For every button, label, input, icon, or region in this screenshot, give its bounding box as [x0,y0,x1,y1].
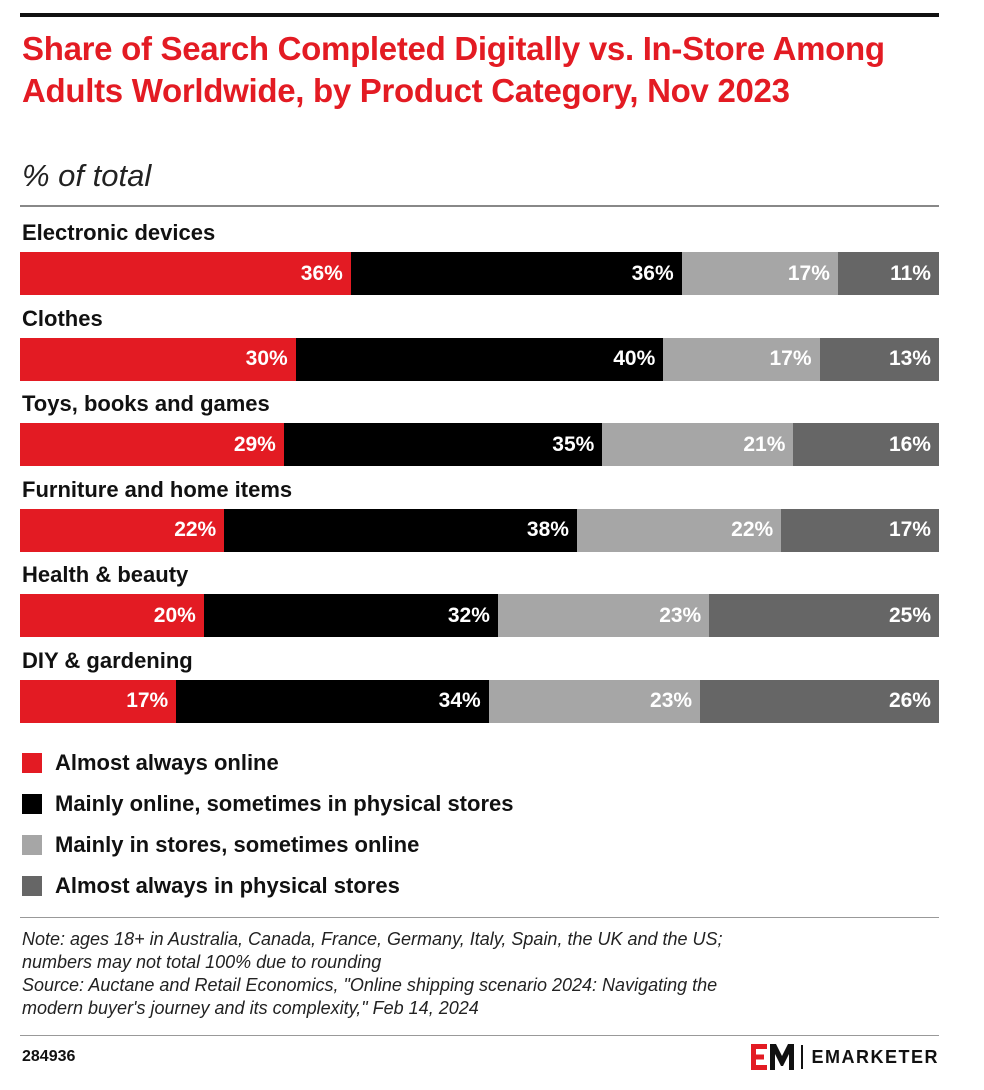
chart-subtitle: % of total [22,158,152,193]
legend-item: Almost always online [22,742,513,783]
legend-swatch [22,834,42,855]
data-label: 40% [613,347,656,370]
bar-segment: 26% [700,679,939,723]
data-label: 21% [743,432,786,456]
bar-segment: 36% [20,252,351,295]
source-line: Source: Auctane and Retail Economics, "O… [22,975,718,995]
data-label: 38% [526,518,569,541]
note-line: numbers may not total 100% due to roundi… [22,952,382,972]
footer-divider [20,1035,939,1036]
data-label: 13% [888,347,931,370]
category-label: Toys, books and games [22,391,270,416]
bar-row: 22% 38% 22% 17% [20,508,939,552]
data-label: 11% [890,261,931,285]
brand-name: EMARKETER [811,1046,939,1067]
header-divider [20,205,939,207]
bar-segment: 11% [837,252,939,295]
category-label: Clothes [22,305,103,331]
legend-label: Mainly in stores, sometimes online [55,831,420,857]
legend-label: Almost always online [55,749,279,775]
bar-row: 30% 40% 17% 13% [20,337,939,381]
chart-note: Note: ages 18+ in Australia, Canada, Fra… [22,928,922,1020]
bar-segment: 34% [176,679,489,723]
category-label: Health & beauty [22,562,189,587]
bar-segment: 40% [295,337,664,381]
brand[interactable]: EMARKETER [751,1044,939,1070]
legend-item: Mainly online, sometimes in physical sto… [22,783,513,824]
data-label: 22% [174,518,217,541]
source-line: modern buyer's journey and its complexit… [22,998,479,1018]
bar-row: 20% 32% 23% 25% [20,594,939,637]
bar-segment: 23% [488,679,701,723]
data-label: 17% [769,347,812,370]
bar-segment: 29% [20,423,284,466]
category-label: Electronic devices [22,220,216,245]
bar-segment: 17% [681,252,838,295]
brand-separator [801,1045,804,1069]
bar-row: 36% 36% 17% 11% [20,252,939,295]
data-label: 29% [233,432,276,456]
data-label: 23% [650,689,693,712]
data-label: 17% [126,689,169,712]
legend-label: Mainly online, sometimes in physical sto… [55,790,514,816]
bar-segment: 17% [663,337,820,381]
bar-segment: 32% [203,594,498,637]
legend-swatch [22,875,42,896]
bar-segment: 22% [576,508,782,552]
chart-title: Share of Search Completed Digitally vs. … [22,30,885,109]
bar-segment: 36% [350,252,682,295]
legend-label: Almost always in physical stores [55,872,400,898]
bar-segment: 13% [819,337,939,381]
legend-item: Mainly in stores, sometimes online [22,824,513,865]
data-label: 17% [787,261,830,285]
category-label: DIY & gardening [22,647,193,673]
data-label: 25% [888,603,931,627]
bar-row: 17% 34% 23% 26% [20,679,939,723]
stacked-bar-chart: Electronic devices 36% 36% 17% 11% Clothes 30%… [20,220,939,730]
bar-segment: 17% [20,679,177,723]
note-divider [20,917,939,918]
bar-segment: 23% [497,594,710,637]
bar-segment: 25% [709,594,939,637]
em-logo-icon [751,1044,795,1070]
bar-segment: 22% [20,508,225,552]
bar-row: 29% 35% 21% 16% [20,423,939,466]
data-label: 30% [245,347,288,370]
bar-segment: 30% [20,337,296,381]
data-label: 20% [153,603,196,627]
bar-segment: 38% [224,508,577,552]
data-label: 35% [552,432,595,456]
legend-item: Almost always in physical stores [22,865,513,906]
note-line: Note: ages 18+ in Australia, Canada, Fra… [22,929,723,949]
data-label: 36% [300,261,343,285]
data-label: 16% [888,432,931,456]
bar-segment: 16% [793,423,939,466]
data-label: 23% [659,603,702,627]
data-label: 26% [888,689,931,712]
bar-segment: 21% [602,423,794,466]
chart-id: 284936 [22,1048,76,1065]
legend-swatch [22,793,42,814]
data-label: 34% [438,689,481,712]
category-label: Furniture and home items [22,476,293,502]
bar-segment: 20% [20,594,204,637]
top-rule [20,13,939,17]
legend-swatch [22,752,42,773]
data-label: 22% [731,518,774,541]
legend: Almost always online Mainly online, somet… [22,742,513,906]
data-label: 36% [631,261,674,285]
data-label: 32% [447,603,490,627]
bar-segment: 35% [283,423,603,466]
data-label: 17% [888,518,931,541]
bar-segment: 17% [781,508,939,552]
